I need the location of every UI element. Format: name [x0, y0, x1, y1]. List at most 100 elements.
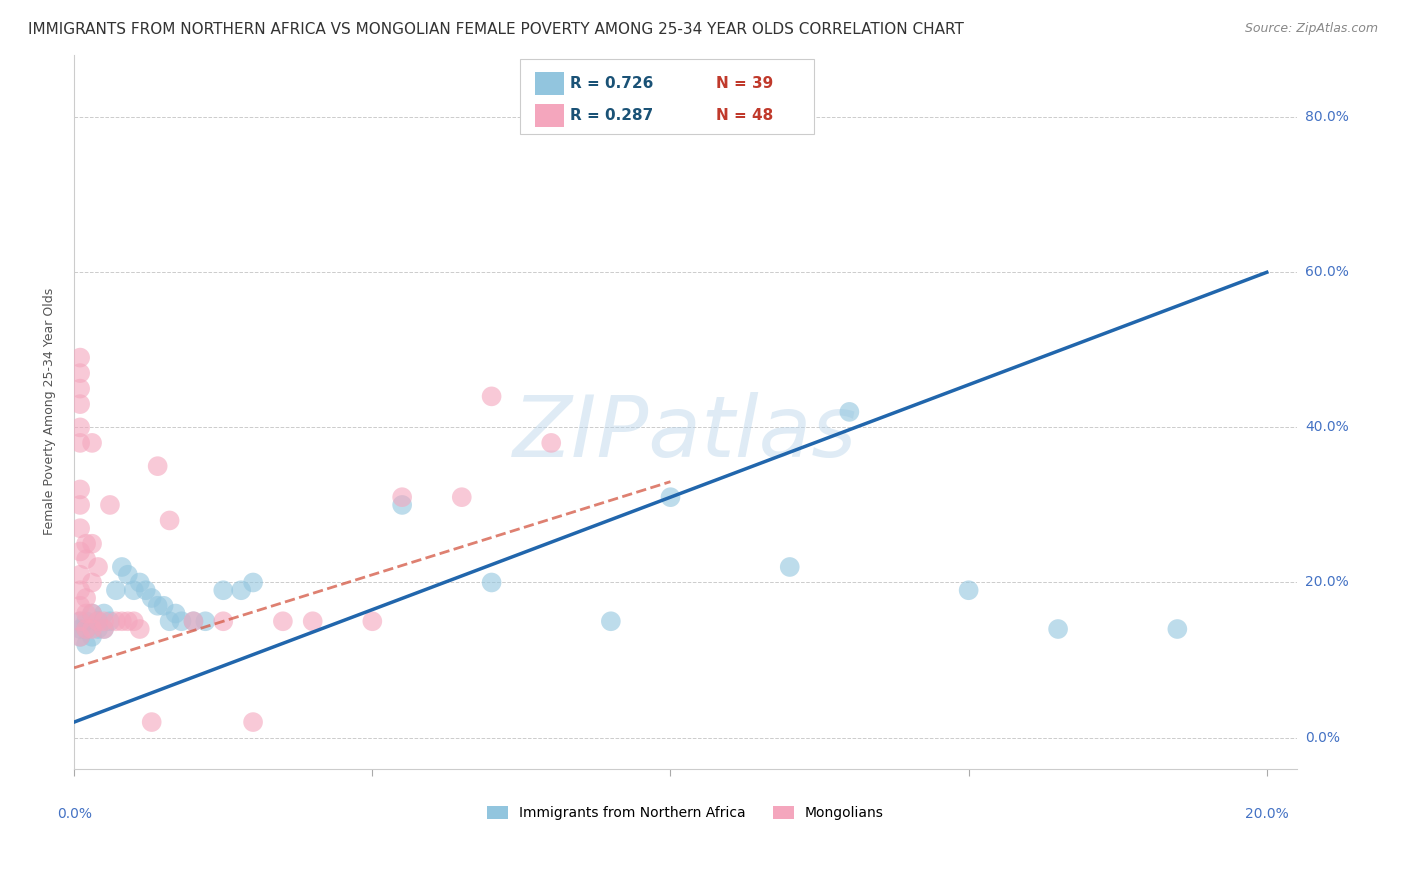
Point: [75, 591, 97, 605]
Point: [80, 436, 103, 450]
Point: [69, 498, 91, 512]
Point: [141, 715, 163, 730]
Point: [98, 498, 121, 512]
Point: [361, 614, 384, 628]
Point: [122, 614, 145, 628]
Point: [80, 537, 103, 551]
Point: [80, 575, 103, 590]
Point: [271, 614, 294, 628]
Point: [75, 638, 97, 652]
Point: [87, 614, 110, 628]
Point: [152, 599, 174, 613]
Text: 20.0%: 20.0%: [1244, 807, 1289, 822]
Text: 20.0%: 20.0%: [1305, 575, 1348, 590]
Text: Source: ZipAtlas.com: Source: ZipAtlas.com: [1244, 22, 1378, 36]
Point: [391, 490, 413, 504]
Point: [165, 607, 187, 621]
Point: [231, 583, 253, 598]
Point: [80, 622, 103, 636]
Point: [69, 483, 91, 497]
Point: [75, 552, 97, 566]
Point: [93, 607, 115, 621]
Text: 60.0%: 60.0%: [1305, 265, 1348, 279]
Point: [779, 560, 801, 574]
Point: [159, 614, 181, 628]
Point: [117, 567, 139, 582]
Point: [391, 498, 413, 512]
Point: [212, 583, 235, 598]
Point: [141, 591, 163, 605]
Point: [80, 630, 103, 644]
Legend: Immigrants from Northern Africa, Mongolians: Immigrants from Northern Africa, Mongoli…: [481, 801, 890, 826]
FancyBboxPatch shape: [520, 59, 814, 134]
Point: [69, 614, 91, 628]
Point: [93, 622, 115, 636]
Point: [75, 622, 97, 636]
Text: ZIPatlas: ZIPatlas: [513, 392, 858, 475]
Point: [104, 583, 127, 598]
Point: [183, 614, 205, 628]
Point: [957, 583, 980, 598]
Point: [69, 614, 91, 628]
Point: [540, 436, 562, 450]
Point: [87, 622, 110, 636]
Point: [111, 614, 134, 628]
Point: [75, 622, 97, 636]
Point: [242, 575, 264, 590]
Point: [194, 614, 217, 628]
Point: [75, 607, 97, 621]
Point: [75, 537, 97, 551]
Text: N = 48: N = 48: [716, 108, 773, 123]
Point: [69, 351, 91, 365]
Text: 40.0%: 40.0%: [1305, 420, 1348, 434]
Point: [1166, 622, 1188, 636]
Point: [242, 715, 264, 730]
Point: [111, 560, 134, 574]
Point: [75, 614, 97, 628]
Point: [183, 614, 205, 628]
Point: [838, 405, 860, 419]
Point: [69, 567, 91, 582]
Point: [69, 382, 91, 396]
Point: [69, 420, 91, 434]
Point: [159, 513, 181, 527]
Text: R = 0.726: R = 0.726: [571, 76, 654, 91]
Point: [301, 614, 323, 628]
Point: [135, 583, 157, 598]
Point: [93, 622, 115, 636]
Point: [69, 436, 91, 450]
Point: [69, 599, 91, 613]
Point: [450, 490, 472, 504]
Point: [146, 459, 169, 474]
Text: N = 39: N = 39: [716, 76, 773, 91]
Point: [69, 630, 91, 644]
Point: [69, 366, 91, 380]
Text: 0.0%: 0.0%: [56, 807, 91, 822]
Point: [98, 614, 121, 628]
Point: [212, 614, 235, 628]
Point: [1047, 622, 1070, 636]
Point: [69, 397, 91, 411]
Point: [481, 575, 503, 590]
Text: 80.0%: 80.0%: [1305, 111, 1348, 124]
Point: [117, 614, 139, 628]
Point: [87, 614, 110, 628]
Point: [170, 614, 193, 628]
Point: [80, 607, 103, 621]
Text: 0.0%: 0.0%: [1305, 731, 1340, 745]
FancyBboxPatch shape: [536, 72, 564, 95]
Point: [80, 607, 103, 621]
Point: [69, 544, 91, 558]
Y-axis label: Female Poverty Among 25-34 Year Olds: Female Poverty Among 25-34 Year Olds: [44, 288, 56, 535]
Text: R = 0.287: R = 0.287: [571, 108, 654, 123]
Point: [69, 622, 91, 636]
Point: [69, 583, 91, 598]
Point: [69, 521, 91, 535]
Point: [599, 614, 621, 628]
Point: [93, 614, 115, 628]
Point: [128, 622, 150, 636]
Point: [69, 630, 91, 644]
Point: [104, 614, 127, 628]
Text: IMMIGRANTS FROM NORTHERN AFRICA VS MONGOLIAN FEMALE POVERTY AMONG 25-34 YEAR OLD: IMMIGRANTS FROM NORTHERN AFRICA VS MONGO…: [28, 22, 965, 37]
Point: [122, 583, 145, 598]
